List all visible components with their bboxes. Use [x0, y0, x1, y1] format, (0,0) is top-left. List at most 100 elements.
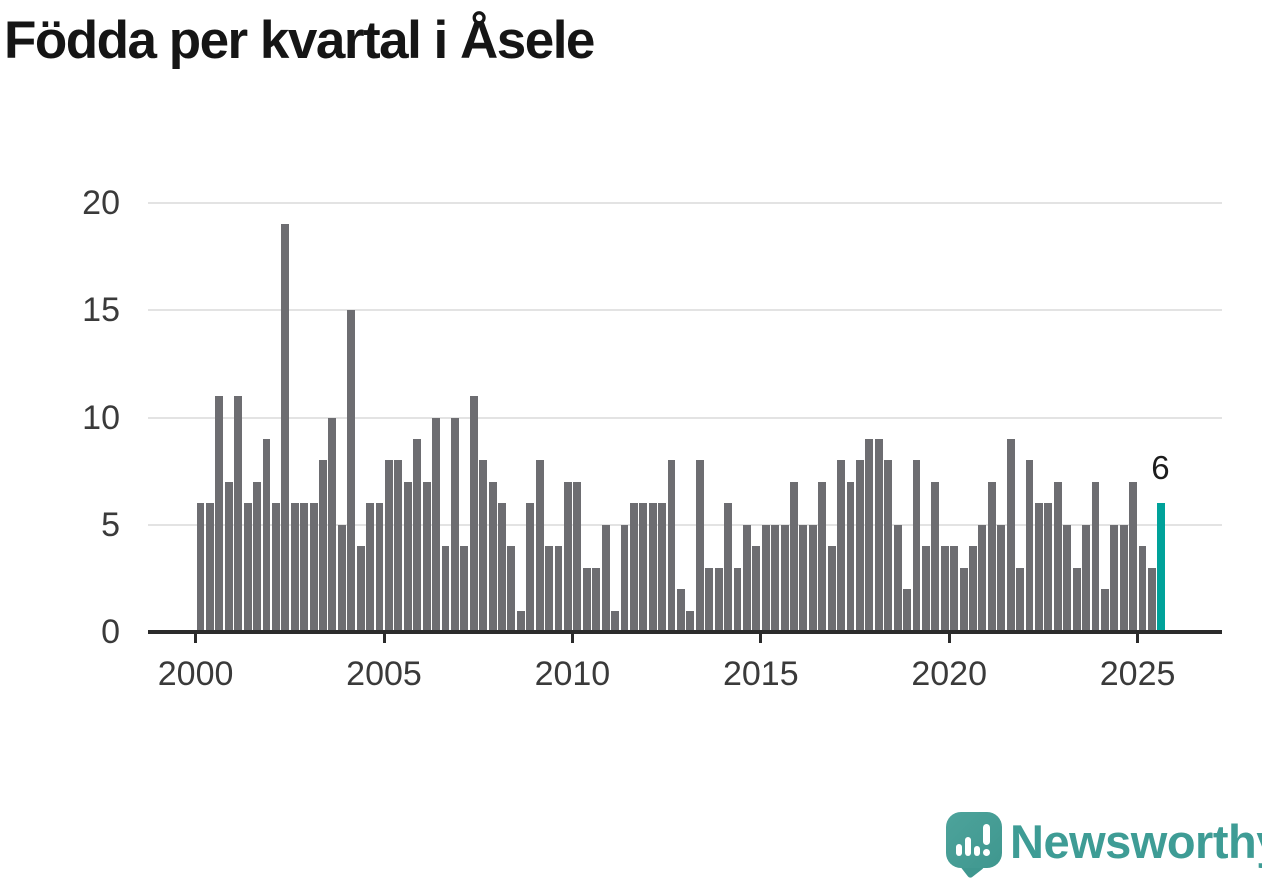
bar-2019-Q4: [940, 546, 949, 632]
bar-2014-Q1: [724, 503, 732, 632]
bar-2000-Q1: [196, 503, 205, 632]
bar-2020-Q3: [969, 546, 977, 632]
bar-2016-Q3: [818, 481, 827, 632]
bar-2006-Q2: [432, 417, 440, 632]
bar-highlight-2025-Q3: [1157, 503, 1166, 632]
y-tick-label-5: 5: [101, 505, 120, 544]
bar-2018-Q4: [903, 589, 911, 632]
bar-2018-Q1: [874, 438, 883, 632]
bar-2022-Q4: [1053, 481, 1062, 632]
bar-2012-Q2: [658, 503, 667, 632]
bar-2025-Q2: [1148, 567, 1156, 632]
bar-2011-Q3: [629, 503, 638, 632]
bar-2019-Q2: [921, 546, 930, 632]
bar-2008-Q4: [526, 503, 535, 632]
x-tick-label-2010: 2010: [534, 655, 611, 693]
bar-2021-Q2: [997, 524, 1006, 632]
gridline-5: [148, 523, 1222, 526]
bar-2015-Q4: [790, 481, 798, 632]
bar-2017-Q1: [837, 460, 846, 632]
bar-2013-Q3: [705, 567, 714, 632]
bar-2024-Q3: [1119, 524, 1128, 632]
bar-2013-Q1: [686, 610, 695, 632]
bar-2007-Q1: [460, 546, 469, 632]
bar-2015-Q1: [761, 524, 770, 632]
bar-2003-Q3: [328, 417, 337, 632]
bar-2023-Q2: [1072, 567, 1081, 632]
bar-2012-Q3: [667, 460, 676, 632]
y-tick-label-0: 0: [101, 613, 120, 651]
bar-2008-Q1: [498, 503, 506, 632]
bar-2015-Q3: [780, 524, 789, 632]
bar-2000-Q4: [224, 481, 233, 632]
bar-2023-Q1: [1063, 524, 1072, 632]
bar-2001-Q2: [243, 503, 252, 632]
x-tick-2020: [947, 634, 951, 643]
bar-2013-Q2: [695, 460, 704, 632]
bar-2006-Q4: [450, 417, 459, 632]
bar-2020-Q1: [950, 546, 959, 632]
x-tick-2000: [194, 634, 198, 643]
x-tick-label-2000: 2000: [157, 655, 234, 693]
bar-2018-Q2: [884, 460, 893, 632]
bar-2009-Q4: [563, 481, 572, 632]
bar-2017-Q4: [865, 438, 874, 632]
bar-2009-Q2: [545, 546, 554, 632]
bar-2016-Q1: [799, 524, 808, 632]
bar-2008-Q2: [507, 546, 516, 632]
x-tick-label-2020: 2020: [911, 655, 987, 693]
x-tick-2025: [1136, 634, 1140, 643]
bar-2020-Q2: [959, 567, 968, 632]
bar-2005-Q4: [413, 438, 422, 632]
gridline-20: [148, 202, 1222, 204]
bar-2014-Q2: [733, 567, 742, 632]
bar-2011-Q2: [620, 524, 629, 632]
bar-2019-Q1: [912, 460, 921, 632]
x-tick-2010: [570, 634, 574, 643]
highlight-value-label: 6: [1151, 449, 1170, 486]
bar-2021-Q1: [987, 481, 996, 632]
bar-2012-Q4: [677, 589, 685, 632]
bar-2007-Q4: [488, 481, 497, 632]
bar-2009-Q3: [554, 546, 563, 632]
bar-2014-Q4: [752, 546, 761, 632]
bar-2004-Q3: [366, 503, 375, 632]
bar-2014-Q3: [742, 524, 751, 632]
bar-chart-exclamation-icon: [956, 824, 994, 860]
bar-2013-Q4: [714, 567, 723, 632]
x-tick-label-2005: 2005: [346, 655, 422, 693]
bar-2020-Q4: [978, 524, 987, 632]
bar-2010-Q3: [592, 567, 601, 632]
bar-2008-Q3: [516, 610, 525, 632]
bar-2006-Q1: [422, 481, 431, 632]
bar-2006-Q3: [441, 546, 450, 632]
bar-2019-Q3: [931, 481, 940, 632]
bar-2024-Q1: [1100, 589, 1109, 632]
bar-2005-Q1: [385, 460, 393, 632]
bar-2012-Q1: [648, 503, 657, 632]
x-tick-label-2025: 2025: [1099, 655, 1176, 693]
bar-2001-Q3: [253, 481, 261, 632]
bar-2010-Q2: [582, 567, 591, 632]
gridline-10: [148, 416, 1222, 419]
bar-2018-Q3: [893, 524, 902, 632]
bar-2016-Q2: [808, 524, 817, 632]
bar-2004-Q2: [356, 546, 365, 632]
bar-2024-Q2: [1110, 524, 1119, 632]
bar-2001-Q1: [234, 396, 243, 632]
bar-2024-Q4: [1129, 481, 1138, 632]
y-tick-label-10: 10: [82, 398, 120, 437]
bar-2021-Q4: [1016, 567, 1025, 632]
bar-2007-Q2: [469, 396, 478, 632]
x-axis-line: [148, 630, 1222, 634]
bar-2011-Q4: [639, 503, 648, 632]
bar-2023-Q3: [1082, 524, 1090, 632]
bar-2010-Q4: [601, 524, 610, 632]
bar-2004-Q1: [347, 310, 356, 632]
bar-2005-Q2: [394, 460, 403, 632]
bar-2022-Q2: [1034, 503, 1043, 632]
bar-2022-Q3: [1044, 503, 1053, 632]
x-tick-2015: [759, 634, 763, 643]
bar-2001-Q4: [262, 438, 271, 632]
